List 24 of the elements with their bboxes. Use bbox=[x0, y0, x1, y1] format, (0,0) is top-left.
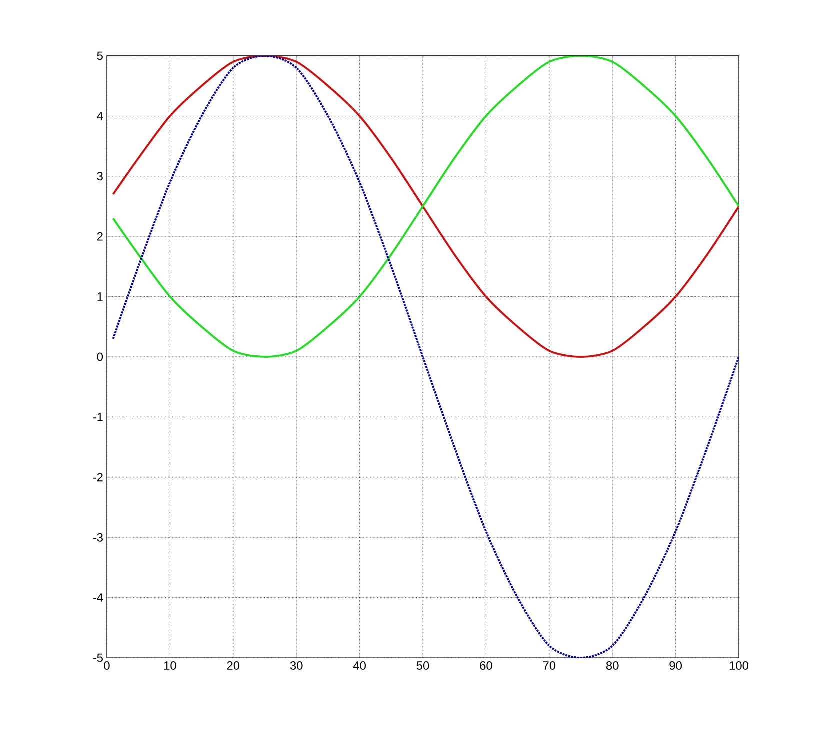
x-tick-label: 100 bbox=[730, 662, 749, 670]
y-tick-label: 3 bbox=[97, 172, 103, 181]
y-tick-label: -4 bbox=[93, 594, 104, 602]
y-tick-label: -5 bbox=[93, 654, 103, 662]
x-tick-label: 0 bbox=[104, 662, 110, 670]
x-tick-label: 30 bbox=[290, 662, 303, 670]
x-tick-label: 50 bbox=[416, 662, 430, 670]
line-series bbox=[112, 56, 740, 358]
y-tick-label: 2 bbox=[97, 232, 103, 241]
y-tick-label: 1 bbox=[98, 292, 103, 301]
y-tick-label: 5 bbox=[97, 52, 103, 60]
x-tick-label: 40 bbox=[353, 662, 366, 670]
y-tick-label: -2 bbox=[93, 473, 103, 482]
y-tick-label: -1 bbox=[93, 413, 103, 422]
x-tick-label: 60 bbox=[480, 662, 492, 670]
x-tick-label: 80 bbox=[606, 662, 619, 670]
y-tick-label: 4 bbox=[97, 112, 104, 120]
line-series bbox=[112, 56, 740, 658]
y-tick-label: -3 bbox=[93, 533, 103, 542]
x-tick-label: 90 bbox=[670, 662, 682, 670]
x-tick-label: 20 bbox=[227, 662, 240, 670]
x-tick-label: 10 bbox=[164, 662, 176, 670]
x-tick-label: 70 bbox=[543, 662, 556, 670]
y-tick-label: 0 bbox=[97, 352, 104, 362]
